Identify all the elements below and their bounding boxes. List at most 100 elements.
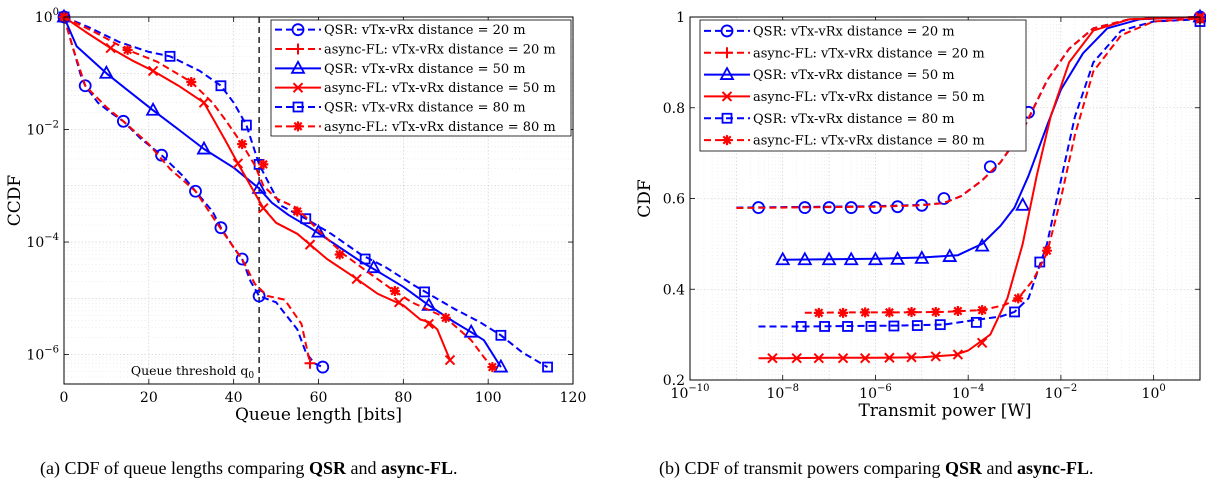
x-tick-label: 100 bbox=[475, 390, 502, 406]
data-point bbox=[145, 101, 161, 116]
data-point bbox=[389, 285, 400, 296]
data-point bbox=[937, 192, 951, 205]
data-point bbox=[930, 351, 941, 362]
legend-label: async-FL: vTx-vRx distance = 50 m bbox=[753, 90, 985, 105]
x-tick-label: 10−4 bbox=[952, 383, 985, 402]
legend-entry: async-FL: vTx-vRx distance = 80 m bbox=[704, 134, 985, 149]
legend-marker bbox=[719, 66, 735, 80]
y-tick-label: 10−2 bbox=[26, 120, 59, 139]
data-point bbox=[258, 202, 269, 214]
data-point bbox=[795, 321, 807, 332]
legend-box bbox=[699, 19, 1027, 152]
data-point bbox=[122, 44, 133, 55]
data-point bbox=[821, 251, 837, 266]
legend-marker bbox=[292, 101, 304, 113]
data-point bbox=[292, 206, 303, 217]
data-point bbox=[232, 158, 244, 169]
data-point bbox=[116, 114, 130, 128]
data-point bbox=[890, 250, 906, 265]
data-point bbox=[813, 307, 824, 318]
data-point bbox=[822, 201, 836, 214]
tick-labels: 0 20 40 60 80 100 120 100 10−2 10−4 10−6 bbox=[26, 7, 586, 406]
queue-threshold-label: Queue threshold q0 bbox=[131, 363, 255, 381]
data-point bbox=[842, 321, 853, 332]
data-point bbox=[942, 248, 958, 262]
y-tick-label: 10−6 bbox=[26, 345, 59, 364]
data-point bbox=[351, 273, 362, 285]
legend-label: async-FL: vTx-vRx distance = 20 m bbox=[753, 46, 985, 61]
data-point bbox=[235, 252, 249, 266]
y-tick-label: 100 bbox=[35, 7, 59, 26]
legend-entry: async-FL: vTx-vRx distance = 80 m bbox=[275, 120, 556, 135]
data-point bbox=[258, 159, 269, 170]
data-point bbox=[865, 321, 877, 332]
x-tick-label: 10−6 bbox=[859, 383, 892, 402]
data-point bbox=[196, 140, 212, 155]
data-point bbox=[983, 160, 997, 174]
caption-a: (a) CDF of queue lengths comparing QSR a… bbox=[40, 458, 457, 479]
data-point bbox=[838, 307, 849, 318]
data-point bbox=[300, 213, 312, 225]
data-point bbox=[155, 148, 168, 162]
data-point bbox=[914, 250, 930, 264]
legend-entry: async-FL: vTx-vRx distance = 20 m bbox=[704, 46, 985, 61]
data-point bbox=[797, 251, 813, 266]
x-tick-label: 80 bbox=[394, 390, 412, 406]
legend-marker bbox=[292, 82, 304, 93]
data-point bbox=[147, 65, 159, 77]
legend-box bbox=[270, 19, 572, 137]
y-tick-label: 1 bbox=[676, 10, 685, 26]
data-point bbox=[977, 305, 988, 316]
legend: QSR: vTx-vRx distance = 20 m async-FL: vT… bbox=[270, 19, 572, 137]
data-point bbox=[860, 307, 871, 318]
x-tick-label: 120 bbox=[560, 390, 587, 406]
data-point bbox=[819, 321, 830, 332]
data-point bbox=[237, 139, 248, 150]
legend-marker bbox=[291, 23, 305, 37]
data-point bbox=[423, 318, 434, 330]
x-tick-label: 40 bbox=[225, 390, 243, 406]
data-point bbox=[1013, 293, 1024, 304]
data-point bbox=[934, 319, 946, 331]
y-tick-label: 0.6 bbox=[663, 192, 685, 208]
y-tick-label: 10−4 bbox=[26, 232, 59, 251]
series-line bbox=[63, 16, 324, 369]
tick-labels: 10−10 10−8 10−6 10−4 10−2 100 0.2 0.4 0.6 0.8 1 bbox=[663, 10, 1200, 402]
data-point bbox=[444, 354, 456, 366]
x-axis-title: Transmit power [W] bbox=[858, 401, 1031, 421]
legend-entry: QSR: vTx-vRx distance = 50 m bbox=[275, 59, 526, 77]
data-point bbox=[419, 286, 430, 298]
data-point bbox=[440, 312, 451, 323]
data-point bbox=[463, 323, 479, 338]
legend-entry: async-FL: vTx-vRx distance = 50 m bbox=[275, 81, 556, 96]
x-tick-label: 10−10 bbox=[671, 383, 710, 402]
legend-entry: QSR: vTx-vRx distance = 80 m bbox=[704, 112, 955, 127]
series-line bbox=[782, 16, 1201, 261]
data-point bbox=[304, 239, 316, 250]
data-point bbox=[105, 42, 116, 54]
caption-b: (b) CDF of transmit powers comparing QSR… bbox=[659, 458, 1093, 479]
data-point bbox=[304, 357, 316, 369]
data-point bbox=[78, 79, 92, 93]
x-tick-label: 100 bbox=[1142, 383, 1166, 402]
data-point bbox=[198, 97, 210, 108]
legend-entry: QSR: vTx-vRx distance = 20 m bbox=[275, 23, 526, 38]
series-line bbox=[804, 17, 1201, 314]
legend-label: async-FL: vTx-vRx distance = 80 m bbox=[324, 120, 556, 135]
legend-label: async-FL: vTx-vRx distance = 20 m bbox=[324, 43, 556, 58]
data-point bbox=[1009, 306, 1020, 318]
data-point bbox=[813, 353, 825, 364]
chart-panel-a: Queue threshold q0 0 20 40 60 80 100 120 100 10−2… bbox=[5, 7, 586, 425]
data-point bbox=[493, 358, 509, 373]
y-tick-label: 0.2 bbox=[663, 373, 685, 389]
chart-panel-b: 10−10 10−8 10−6 10−4 10−2 100 0.2 0.4 0.6 0.8 1 Tra… bbox=[635, 8, 1206, 421]
legend-marker bbox=[720, 24, 734, 38]
x-tick-label: 10−8 bbox=[766, 383, 799, 402]
data-point bbox=[487, 362, 498, 373]
legend-marker bbox=[721, 47, 733, 59]
data-point bbox=[844, 201, 858, 214]
legend-marker bbox=[293, 121, 303, 132]
data-point bbox=[974, 237, 990, 252]
legend-marker bbox=[721, 91, 733, 102]
